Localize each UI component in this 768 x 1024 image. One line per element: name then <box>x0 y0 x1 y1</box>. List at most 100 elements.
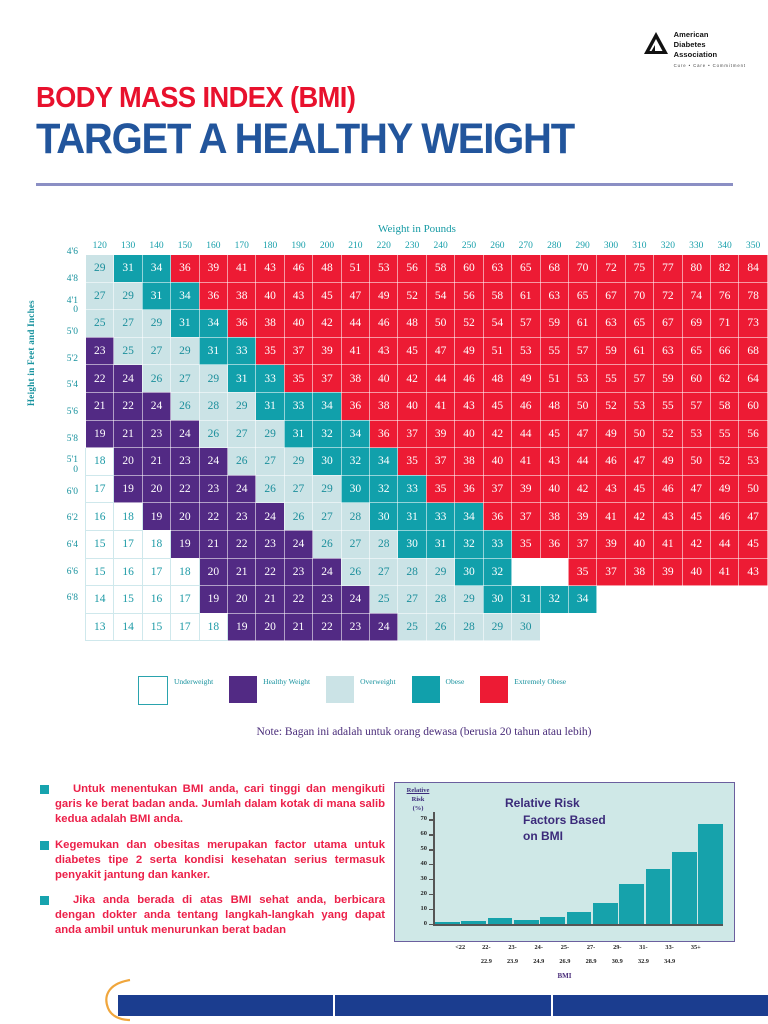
height-label: 5'0 <box>66 327 78 338</box>
bmi-cell: 28 <box>425 585 456 614</box>
bmi-cell: 42 <box>624 502 655 531</box>
bmi-cell: 53 <box>369 254 399 283</box>
y-tick-40: 40 <box>420 860 428 868</box>
bmi-cell: 77 <box>653 254 683 283</box>
bmi-cell: 24 <box>369 612 399 642</box>
bmi-cell: 51 <box>539 364 569 393</box>
bmi-cell: 38 <box>255 309 285 338</box>
bmi-cell <box>710 585 739 614</box>
legend-swatch-obese <box>411 676 440 703</box>
bmi-cell: 31 <box>511 585 541 614</box>
weight-header-180: 180 <box>263 241 278 251</box>
bmi-cell: 40 <box>283 309 314 338</box>
bmi-cell: 35 <box>425 474 456 504</box>
bmi-cell: 32 <box>482 557 513 587</box>
weight-header-160: 160 <box>206 241 221 251</box>
x-tick-4: 25- 26.9 <box>548 944 582 965</box>
footer-bar <box>118 995 768 1016</box>
bmi-cell: 40 <box>539 474 569 504</box>
legend-swatch-under <box>138 676 168 705</box>
logo-text: American Diabetes Association <box>674 30 746 60</box>
table-row: 15 17 18 19 21 22 23 24 26 27 28 30 31 32 33 35 36 37 39 40… <box>84 529 768 559</box>
weight-header-row: 120 130 140 150 160 170 180 190 200 210 220 230 240 2… <box>86 240 768 255</box>
bmi-cell: 27 <box>141 336 172 366</box>
bmi-cell: 59 <box>653 364 683 393</box>
bmi-cell: 41 <box>653 529 683 559</box>
x-tick-upper: 22- <box>482 944 491 951</box>
bmi-cell: 23 <box>84 336 115 366</box>
bmi-cell: 49 <box>454 336 484 366</box>
bmi-cell: 42 <box>397 364 427 393</box>
bmi-cell: 34 <box>340 419 371 449</box>
bmi-cell: 15 <box>113 585 143 614</box>
bmi-cell: 30 <box>397 529 427 559</box>
height-label: 5'4 <box>66 380 78 391</box>
chart-y-axis-line <box>433 812 435 925</box>
bmi-cell <box>540 558 569 586</box>
bmi-cell: 40 <box>255 281 285 311</box>
chart-bar <box>461 921 487 924</box>
weight-axis-title-text: Weight in Pounds <box>378 223 456 235</box>
bmi-cell: 36 <box>198 281 229 311</box>
bmi-cell: 30 <box>482 585 513 614</box>
bmi-cell: 39 <box>511 474 541 504</box>
chart-title-line-2: Factors Based <box>523 812 606 827</box>
bmi-table: 120 130 140 150 160 170 180 190 200 210 220 230 240 2… <box>84 240 768 642</box>
bmi-cell <box>625 613 654 641</box>
bmi-cell: 48 <box>312 254 342 283</box>
y-tick-50: 50 <box>420 845 428 853</box>
chart-x-axis-label: BMI <box>557 972 572 980</box>
bullet-icon <box>40 896 49 906</box>
bmi-cell: 35 <box>397 447 427 476</box>
bmi-cell: 21 <box>113 419 143 449</box>
bmi-cell: 46 <box>653 474 683 504</box>
chart-bar <box>671 852 697 924</box>
chart-y-axis-label: Relative Risk (%) <box>401 787 435 813</box>
bmi-cell: 47 <box>738 502 768 531</box>
bmi-cell: 40 <box>681 557 711 587</box>
bmi-cell: 58 <box>425 254 456 283</box>
bmi-cell: 37 <box>567 529 598 559</box>
y-label-line-1: Relative <box>406 787 430 794</box>
bmi-cell: 53 <box>624 391 655 421</box>
chart-title-line-3: on BMI <box>523 829 563 844</box>
bmi-cell: 22 <box>255 557 285 587</box>
chart-title-line-1: Relative Risk <box>505 796 580 810</box>
legend-label-under: Underweight <box>174 677 214 686</box>
bmi-cell: 20 <box>227 585 257 614</box>
bmi-cell: 19 <box>141 502 172 531</box>
logo-line-1: American <box>673 30 709 39</box>
bmi-cell: 26 <box>340 557 371 587</box>
bmi-cell: 52 <box>397 281 427 311</box>
bmi-cell: 27 <box>113 309 143 338</box>
bmi-cell: 55 <box>653 391 683 421</box>
x-tick-9: 35+ <box>679 944 713 958</box>
bmi-cell: 43 <box>653 502 683 531</box>
bmi-cell: 20 <box>170 502 200 531</box>
bmi-cell: 28 <box>369 529 399 559</box>
weight-axis-title: Weight in Pounds <box>0 219 768 237</box>
bmi-cell: 46 <box>511 391 541 421</box>
bmi-cell: 72 <box>653 281 683 311</box>
bmi-cell: 67 <box>653 309 683 338</box>
x-tick-upper: 24- <box>534 944 543 951</box>
bmi-cell <box>596 585 626 614</box>
bmi-cell: 45 <box>624 474 655 504</box>
bmi-cell <box>653 613 683 641</box>
bmi-cell: 48 <box>482 364 513 393</box>
chart-bar <box>566 912 592 924</box>
bmi-cell: 31 <box>227 364 257 393</box>
bmi-cell: 59 <box>596 336 626 366</box>
footer-segment <box>553 995 768 1016</box>
bmi-cell: 36 <box>369 419 399 449</box>
bmi-cell: 27 <box>397 585 427 614</box>
list-item-text: Untuk menentukan BMI anda, cari tinggi d… <box>55 783 385 825</box>
legend-item-over: Overweight <box>326 676 396 703</box>
bmi-cell: 46 <box>369 309 399 338</box>
bmi-cell: 34 <box>198 309 229 338</box>
table-row: 14 15 16 17 19 20 21 22 23 24 25 27 28 29 30 31 32 34 <box>84 585 768 614</box>
legend-item-under: Underweight <box>138 676 213 705</box>
bmi-cell: 82 <box>709 254 740 283</box>
bmi-cell: 36 <box>539 529 569 559</box>
bmi-cell: 67 <box>596 281 626 311</box>
